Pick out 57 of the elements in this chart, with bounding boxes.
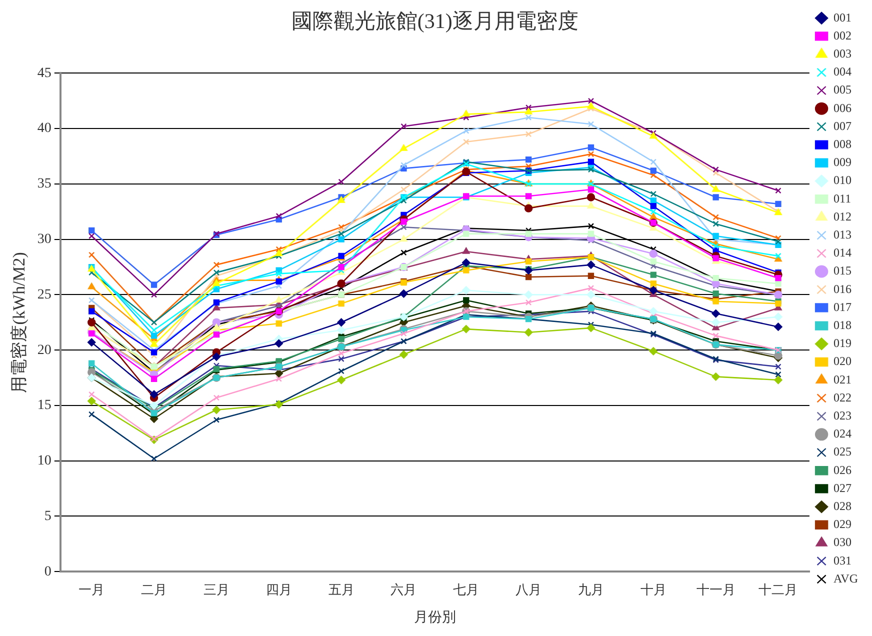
x-axis-title: 月份別 (414, 609, 456, 626)
legend-label: 002 (834, 28, 852, 42)
legend-label: 015 (834, 264, 852, 278)
x-tick-label: 七月 (453, 582, 480, 597)
x-tick-label: 十二月 (758, 582, 798, 597)
legend-label: 018 (834, 318, 852, 332)
x-tick-label: 二月 (141, 582, 168, 597)
x-tick-label: 六月 (390, 582, 417, 597)
x-tick-label: 九月 (578, 582, 604, 597)
legend-label: 025 (834, 444, 852, 459)
legend-label: 008 (834, 136, 852, 151)
legend-label: AVG (834, 571, 858, 586)
legend-label: 011 (834, 191, 852, 206)
legend-label: 031 (834, 553, 852, 568)
legend-label: 007 (834, 118, 852, 133)
y-tick-label: 20 (37, 342, 52, 358)
legend-label: 001 (834, 10, 852, 24)
x-tick-label: 四月 (266, 582, 292, 597)
legend-label: 023 (834, 408, 852, 422)
y-tick-label: 5 (44, 508, 52, 524)
legend-label: 003 (834, 46, 852, 60)
x-tick-label: 八月 (516, 582, 542, 597)
legend-label: 005 (834, 82, 852, 97)
legend-label: 012 (834, 209, 852, 224)
legend-label: 021 (834, 372, 852, 386)
legend-label: 022 (834, 390, 852, 404)
legend-label: 017 (834, 300, 852, 314)
legend-label: 016 (834, 282, 852, 296)
legend-label: 020 (834, 354, 852, 368)
legend-label: 014 (834, 246, 852, 260)
legend-label: 028 (834, 498, 852, 513)
y-tick-label: 40 (37, 121, 52, 136)
y-tick-label: 35 (37, 176, 52, 192)
legend-label: 030 (834, 535, 852, 550)
y-tick-label: 0 (44, 564, 52, 580)
legend-label: 029 (834, 517, 852, 532)
y-tick-label: 45 (37, 66, 52, 81)
legend-label: 026 (834, 462, 852, 477)
x-tick-label: 十一月 (696, 582, 736, 597)
chart-title: 國際觀光旅館(31)逐月用電密度 (291, 9, 578, 34)
legend-label: 009 (834, 155, 852, 170)
y-tick-label: 15 (37, 398, 52, 414)
legend-label: 004 (834, 64, 852, 79)
legend-label: 027 (834, 480, 852, 495)
legend-label: 010 (834, 173, 852, 188)
x-tick-label: 十月 (640, 582, 666, 597)
y-tick-label: 25 (37, 287, 52, 302)
legend-label: 019 (834, 336, 852, 350)
y-tick-label: 10 (37, 454, 52, 469)
x-tick-label: 五月 (328, 582, 354, 597)
x-tick-label: 三月 (203, 582, 230, 597)
legend-label: 024 (834, 426, 852, 441)
x-tick-label: 一月 (78, 582, 105, 597)
y-axis-title: 用電密度(kWh/M2) (10, 252, 29, 393)
legend-label: 006 (834, 100, 852, 115)
legend-label: 013 (834, 227, 852, 242)
y-tick-label: 30 (37, 232, 52, 248)
